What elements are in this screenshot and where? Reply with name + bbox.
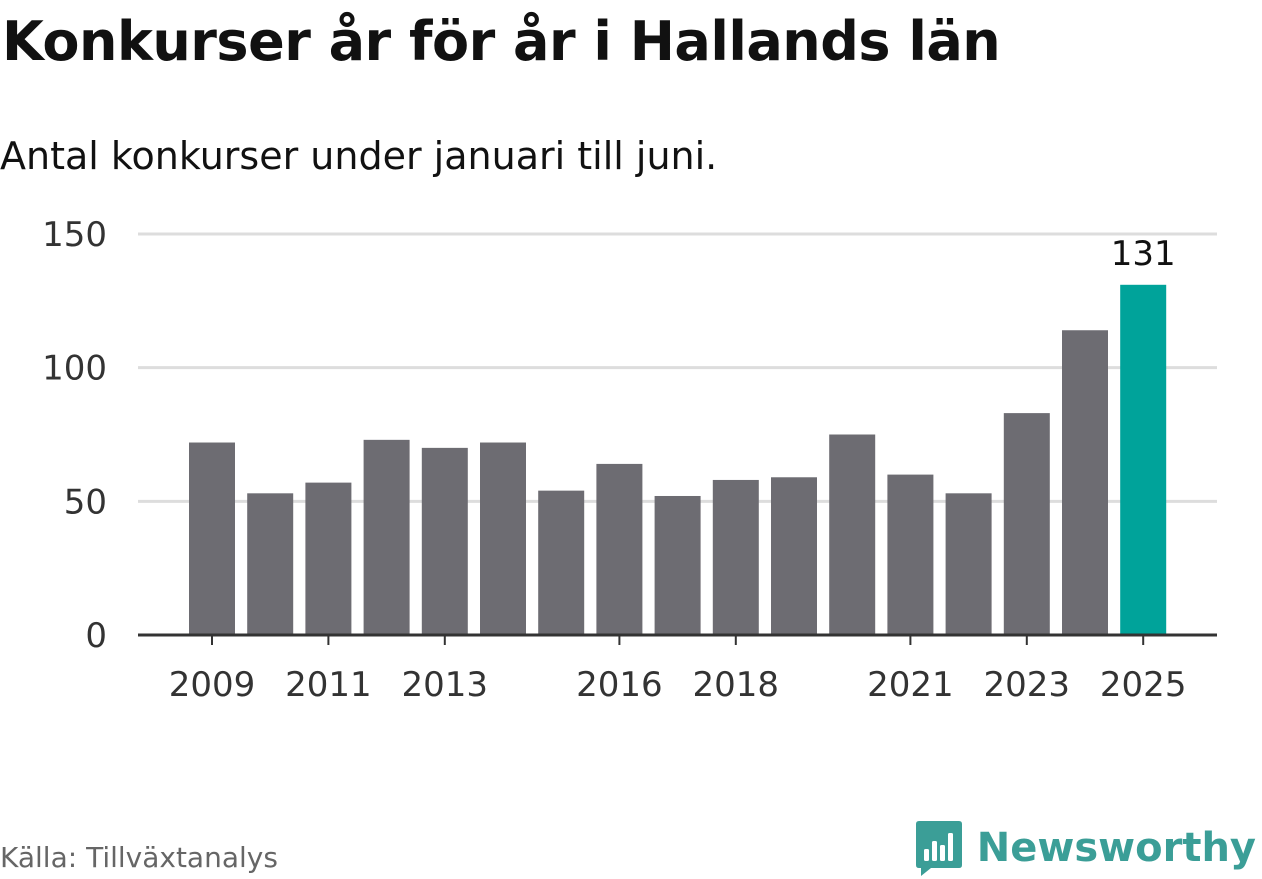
chart-title: Konkurser år för år i Hallands län <box>2 10 1001 73</box>
x-tick-label-2018: 2018 <box>693 665 780 705</box>
bars <box>189 284 1167 635</box>
labels: 0 50 100 150 131 2009 2011 2013 2016 2018 2021 2023… <box>42 215 1186 705</box>
bar-2013 <box>421 447 468 635</box>
bar-2018 <box>712 479 759 635</box>
bar-2021 <box>887 474 934 635</box>
source-note: Källa: Tillväxtanalys <box>0 841 278 874</box>
bar-2012 <box>363 439 410 635</box>
newsworthy-logo-icon <box>915 821 962 876</box>
bar-2019 <box>771 477 817 635</box>
x-tick-label-2013: 2013 <box>402 665 489 705</box>
bar-2017 <box>654 495 701 635</box>
bar-2014 <box>480 442 526 635</box>
bar-2022 <box>945 493 992 635</box>
grid-lines <box>138 232 1217 503</box>
chart-subtitle: Antal konkurser under januari till juni. <box>0 134 718 178</box>
x-axis <box>138 633 1217 645</box>
bar-2011 <box>305 482 352 635</box>
bar-2025 <box>1120 284 1167 635</box>
x-tick-label-2011: 2011 <box>285 665 372 705</box>
x-tick-label-2023: 2023 <box>984 665 1071 705</box>
bar-2016 <box>596 463 643 635</box>
y-tick-label-150: 150 <box>42 215 107 255</box>
bar-2024 <box>1062 330 1108 635</box>
bar-2009 <box>189 442 235 635</box>
y-tick-label-0: 0 <box>85 616 107 656</box>
x-tick-label-2021: 2021 <box>867 665 954 705</box>
bar-2023 <box>1003 413 1050 635</box>
y-tick-label-100: 100 <box>42 349 107 389</box>
x-tick-label-2025: 2025 <box>1100 665 1187 705</box>
brand-logo: Newsworthy <box>915 818 1256 878</box>
bar-2010 <box>247 493 294 635</box>
brand-name: Newsworthy <box>976 825 1256 871</box>
x-tick-label-2016: 2016 <box>576 665 663 705</box>
bar-value-label-2025: 131 <box>1111 234 1176 274</box>
bar-2020 <box>829 434 876 635</box>
x-tick-label-2009: 2009 <box>169 665 256 705</box>
y-tick-label-50: 50 <box>64 482 107 522</box>
bar-2015 <box>538 490 585 635</box>
